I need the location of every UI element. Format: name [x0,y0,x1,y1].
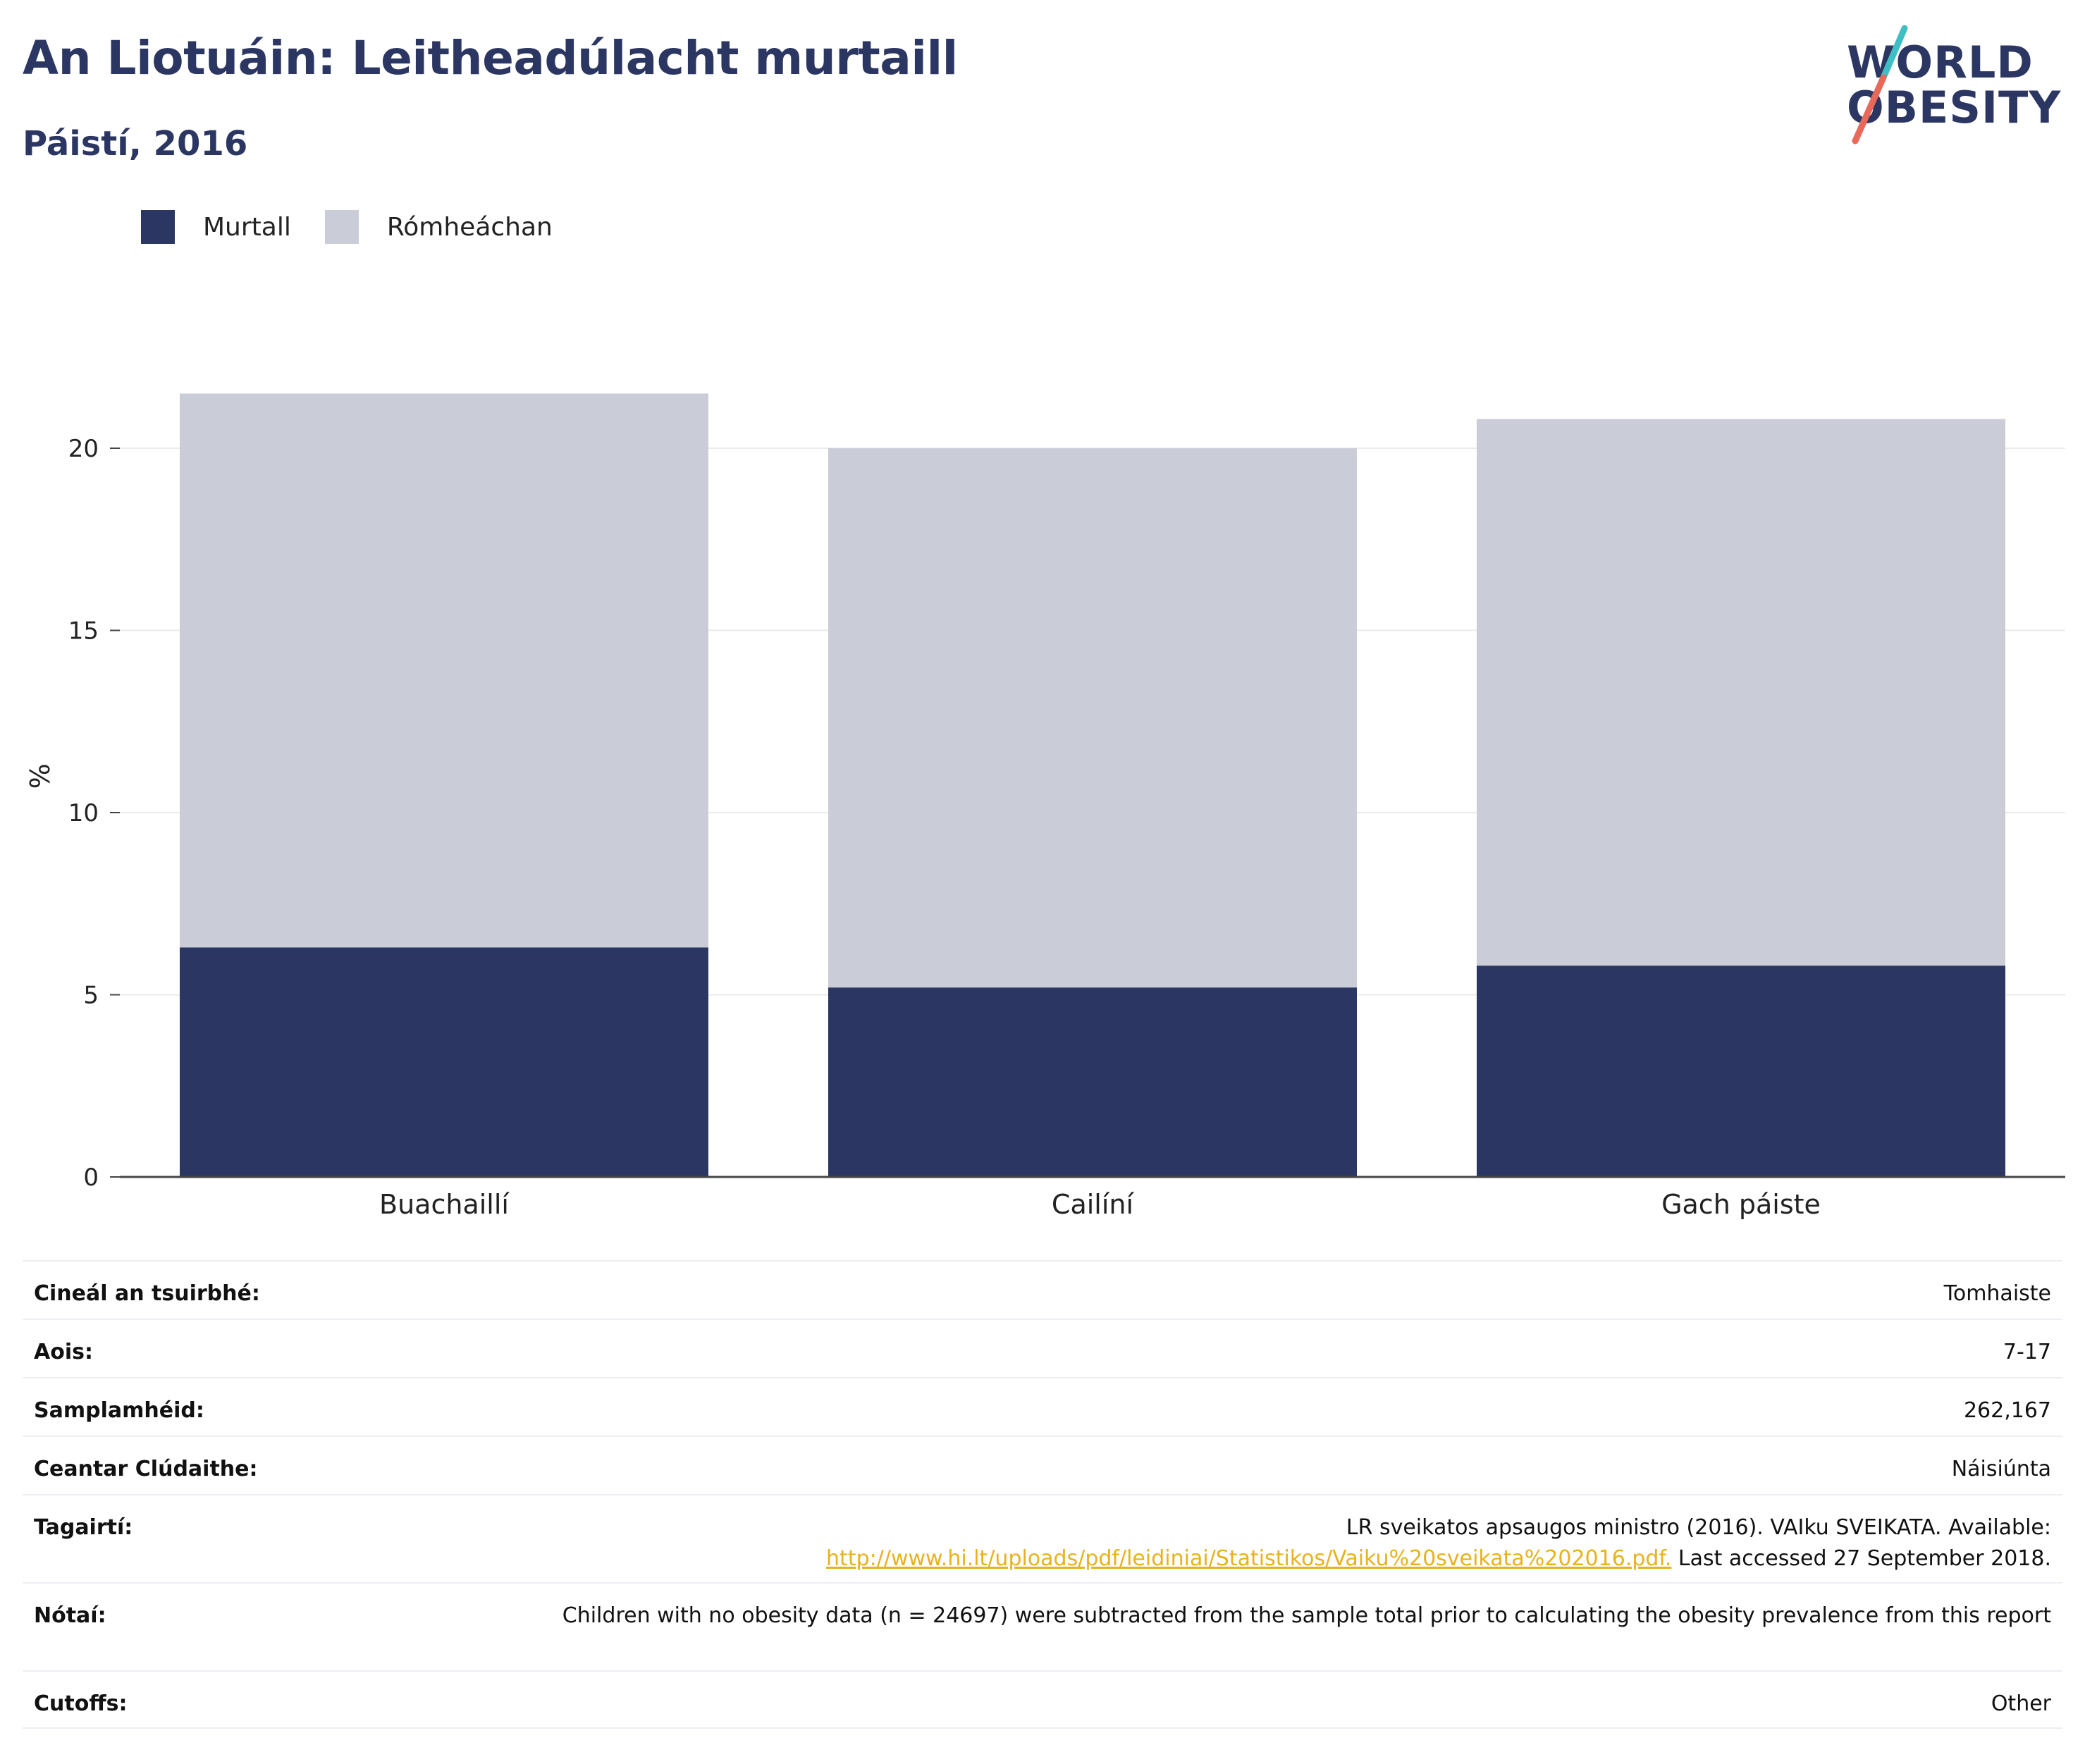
meta-key: Nótaí: [34,1603,106,1628]
chart-legend: Murtall Rómheáchan [141,210,586,244]
y-tick-label: 5 [83,982,99,1010]
meta-key: Cutoffs: [34,1691,128,1716]
meta-value: 7-17 [2003,1340,2051,1364]
bar-romheachan [1477,419,2005,966]
meta-row-area-covered: Ceantar Clúdaithe: Náisiúnta [23,1436,2062,1494]
bar-romheachan [828,448,1357,988]
bar-murtall [180,947,708,1177]
bar-murtall [828,987,1357,1177]
metadata-table: Cineál an tsuirbhé: Tomhaiste Aois: 7-17… [23,1260,2062,1729]
legend-item-romheachan[interactable]: Rómheáchan [324,210,553,244]
meta-key: Cineál an tsuirbhé: [34,1281,260,1306]
meta-row-references: Tagairtí: LR sveikatos apsaugos ministro… [23,1494,2062,1582]
legend-label-murtall: Murtall [203,212,291,242]
x-tick-label: Buachaillí [379,1189,510,1220]
meta-key: Aois: [34,1340,93,1364]
x-tick-label: Gach páiste [1661,1189,1821,1220]
meta-key: Tagairtí: [34,1515,133,1540]
reference-link[interactable]: http://www.hi.lt/uploads/pdf/leidiniai/S… [826,1546,1672,1571]
x-tick-label: Cailíní [1052,1189,1135,1220]
logo-slash-icon [1852,25,1908,144]
y-tick-label: 15 [68,617,99,646]
meta-value: 262,167 [1963,1398,2051,1423]
reference-text: LR sveikatos apsaugos ministro (2016). V… [1346,1515,2051,1540]
bar-chart: 0 5 10 15 20% Buachaillí Cailíní Gach páiste [25,393,2065,1220]
logo-line1: WORLD [1847,37,2034,88]
bar-murtall [1477,966,2005,1177]
world-obesity-logo: WORLD OBESITY [1840,20,2072,147]
reference-accessed: Last accessed 27 September 2018. [1671,1546,2051,1571]
y-tick-label: 20 [68,435,99,463]
meta-row-notes: Nótaí: Children with no obesity data (n … [23,1582,2062,1670]
meta-value: LR sveikatos apsaugos ministro (2016). V… [826,1512,2051,1574]
legend-swatch-romheachan [324,210,359,244]
logo-line2: OBESITY [1847,82,2062,133]
y-tick-label: 10 [68,799,99,827]
meta-row-survey-type: Cineál an tsuirbhé: Tomhaiste [23,1260,2062,1319]
y-axis-label: % [25,763,56,789]
meta-value: Tomhaiste [1943,1281,2051,1306]
meta-value: Children with no obesity data (n = 24697… [562,1603,2051,1628]
meta-value: Náisiúnta [1951,1457,2051,1481]
legend-swatch-murtall [141,210,175,244]
y-tick-label: 0 [83,1164,99,1192]
legend-item-murtall[interactable]: Murtall [141,210,291,244]
meta-row-age: Aois: 7-17 [23,1319,2062,1377]
meta-key: Samplamhéid: [34,1398,204,1423]
legend-label-romheachan: Rómheáchan [386,212,553,242]
chart-subtitle: Páistí, 2016 [23,124,248,164]
meta-key: Ceantar Clúdaithe: [34,1457,258,1481]
chart-title: An Liotuáin: Leitheadúlacht murtaill [23,31,958,85]
bar-romheachan [180,393,708,948]
meta-row-cutoffs: Cutoffs: Other [23,1670,2062,1729]
meta-value: Other [1991,1691,2051,1716]
meta-row-sample-size: Samplamhéid: 262,167 [23,1377,2062,1436]
